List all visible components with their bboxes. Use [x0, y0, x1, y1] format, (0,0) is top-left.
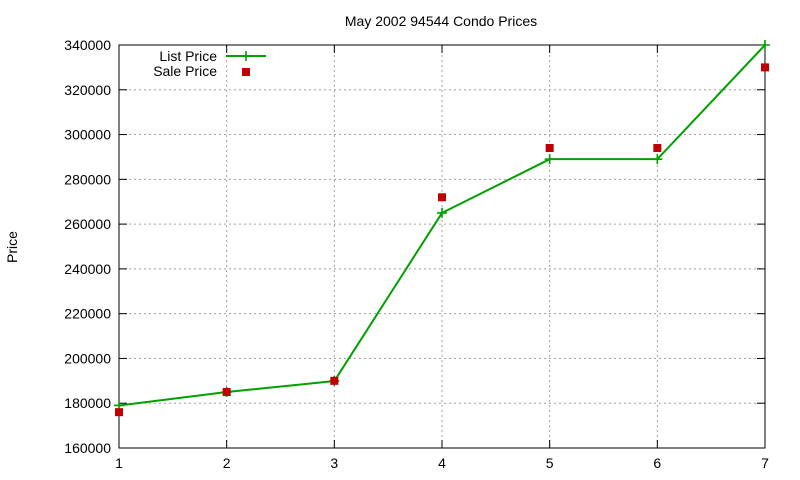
x-tick-label: 5	[546, 455, 554, 471]
axis-ticks: 160000 180000 200000 220000 240000 260000 2800…	[64, 37, 769, 471]
data-point-sale-price	[115, 408, 123, 417]
legend-marker-plus	[241, 51, 251, 61]
data-point-list-price	[760, 40, 770, 50]
y-tick-label: 300000	[64, 127, 111, 143]
data-point-sale-price	[222, 388, 231, 397]
data-point-sale-price	[761, 63, 769, 72]
y-tick-label: 160000	[64, 440, 111, 456]
y-tick-label: 180000	[64, 395, 111, 411]
y-tick-label: 280000	[64, 171, 111, 187]
y-tick-label: 320000	[64, 82, 111, 98]
x-tick-label: 7	[761, 455, 769, 471]
data-point-list-price	[544, 154, 555, 165]
y-tick-label: 260000	[64, 216, 111, 232]
data-point-list-price	[652, 154, 663, 165]
data-point-sale-price	[330, 376, 339, 385]
x-tick-label: 3	[330, 455, 338, 471]
x-tick-label: 6	[653, 455, 661, 471]
x-tick-label: 4	[438, 455, 446, 471]
legend-label: Sale Price	[153, 63, 217, 79]
data-point-sale-price	[653, 143, 662, 152]
legend-label: List Price	[159, 48, 217, 64]
x-tick-label: 1	[115, 455, 123, 471]
data-point-list-price	[437, 207, 447, 218]
data-point-sale-price	[438, 193, 446, 202]
y-tick-label: 220000	[64, 306, 111, 322]
plot-frame	[118, 44, 766, 449]
data-point-sale-price	[545, 143, 554, 152]
y-tick-label: 240000	[64, 261, 111, 277]
y-tick-label: 340000	[64, 37, 111, 53]
chart-title: May 2002 94544 Condo Prices	[345, 13, 537, 29]
legend-marker-square	[242, 68, 250, 76]
y-tick-label: 200000	[64, 350, 111, 366]
series-layer	[114, 40, 770, 417]
x-tick-label: 2	[223, 455, 231, 471]
y-axis-label: Price	[4, 231, 20, 263]
